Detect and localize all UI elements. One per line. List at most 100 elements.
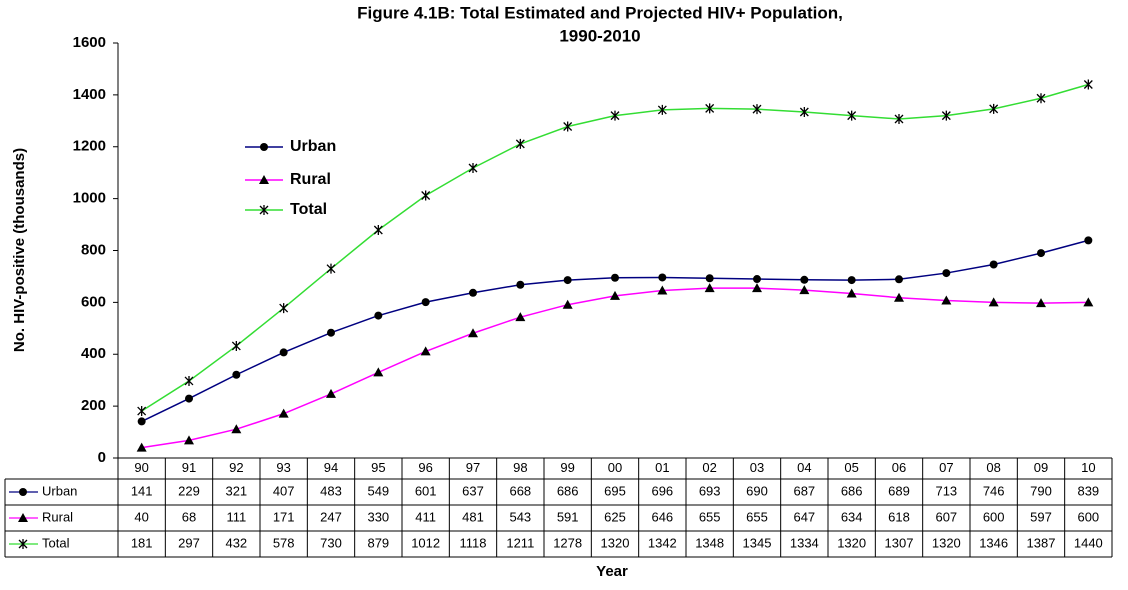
table-cell: 1118 <box>460 535 487 550</box>
x-tick-label: 96 <box>418 460 432 475</box>
y-tick-label: 800 <box>81 241 106 258</box>
table-cell: 713 <box>935 483 957 498</box>
table-cell: 687 <box>793 483 815 498</box>
data-point <box>468 163 478 174</box>
table-cell: 607 <box>935 509 957 524</box>
table-cell: 229 <box>178 483 200 498</box>
table-cell: 432 <box>225 535 247 550</box>
data-point <box>610 110 620 121</box>
data-point <box>185 394 193 403</box>
table-cell: 696 <box>651 483 673 498</box>
table-cell: 549 <box>367 483 389 498</box>
data-point <box>800 275 809 284</box>
table-cell: 483 <box>320 483 342 498</box>
table-cell: 1278 <box>553 535 582 550</box>
data-point <box>1036 298 1046 308</box>
table-cell: 839 <box>1077 483 1099 498</box>
table-cell: 655 <box>746 509 768 524</box>
x-tick-label: 93 <box>276 460 290 475</box>
table-cell: 686 <box>841 483 863 498</box>
x-tick-label: 92 <box>229 460 243 475</box>
data-point <box>373 225 383 236</box>
data-point <box>278 408 289 418</box>
table-cell: 411 <box>415 509 436 524</box>
x-tick-label: 97 <box>466 460 480 475</box>
table-cell: 578 <box>273 535 295 550</box>
legend-marker <box>259 205 269 215</box>
table-cell: 655 <box>699 509 721 524</box>
table-row-label: Urban <box>42 483 77 498</box>
table-cell: 171 <box>273 509 295 524</box>
table-cell: 1211 <box>506 535 534 550</box>
data-point <box>705 274 714 283</box>
data-point <box>563 276 572 285</box>
data-point <box>894 113 904 124</box>
data-point <box>1083 297 1094 307</box>
data-point <box>232 370 241 379</box>
data-point <box>515 138 525 149</box>
y-tick-label: 1000 <box>73 190 106 207</box>
data-point <box>327 328 335 337</box>
table-cell: 68 <box>182 509 196 524</box>
data-point <box>799 106 809 117</box>
x-tick-label: 10 <box>1081 460 1095 475</box>
x-tick-label: 02 <box>702 460 716 475</box>
data-point <box>1083 79 1093 90</box>
table-cell: 543 <box>509 509 531 524</box>
table-cell: 689 <box>888 483 910 498</box>
chart-title: 1990-2010 <box>559 26 640 45</box>
table-cell: 1307 <box>885 535 914 550</box>
y-tick-label: 1400 <box>73 86 106 103</box>
data-point <box>610 290 620 300</box>
data-point <box>894 292 904 302</box>
x-tick-label: 08 <box>986 460 1000 475</box>
table-cell: 601 <box>415 483 437 498</box>
table-cell: 247 <box>320 509 342 524</box>
table-cell: 1320 <box>837 535 866 550</box>
legend-label: Total <box>290 201 327 218</box>
data-point <box>326 263 336 274</box>
data-point <box>753 275 761 284</box>
table-cell: 668 <box>509 483 531 498</box>
x-tick-label: 07 <box>939 460 953 475</box>
data-point <box>184 435 194 445</box>
data-point <box>326 388 336 398</box>
data-point <box>799 285 810 295</box>
data-point <box>231 340 241 351</box>
data-point <box>941 295 952 305</box>
table-cell: 40 <box>134 509 148 524</box>
y-tick-label: 1600 <box>73 34 106 51</box>
table-cell: 321 <box>225 483 247 498</box>
data-point <box>420 346 431 356</box>
data-point <box>468 328 478 338</box>
data-point <box>279 348 288 357</box>
table-cell: 790 <box>1030 483 1052 498</box>
table-cell: 690 <box>746 483 768 498</box>
data-point <box>231 424 242 434</box>
x-tick-label: 91 <box>182 460 196 475</box>
table-legend-marker <box>18 513 28 522</box>
x-tick-label: 90 <box>134 460 148 475</box>
chart-title: Figure 4.1B: Total Estimated and Project… <box>357 3 843 22</box>
data-point <box>184 375 194 386</box>
data-point <box>374 311 383 320</box>
table-cell: 879 <box>367 535 389 550</box>
y-tick-label: 600 <box>81 293 106 310</box>
x-tick-label: 09 <box>1034 460 1048 475</box>
series-line <box>141 83 1089 412</box>
data-point <box>373 367 384 377</box>
data-point <box>421 190 431 201</box>
x-tick-label: 98 <box>513 460 527 475</box>
data-point <box>1037 249 1045 258</box>
table-cell: 746 <box>983 483 1005 498</box>
data-point <box>515 312 526 322</box>
x-tick-label: 99 <box>560 460 574 475</box>
data-point <box>942 269 951 278</box>
table-cell: 597 <box>1030 509 1052 524</box>
data-point <box>658 273 667 282</box>
data-point <box>657 104 667 115</box>
data-point <box>847 276 856 285</box>
data-point <box>988 297 999 307</box>
data-point <box>657 285 668 295</box>
table-cell: 600 <box>1077 509 1099 524</box>
